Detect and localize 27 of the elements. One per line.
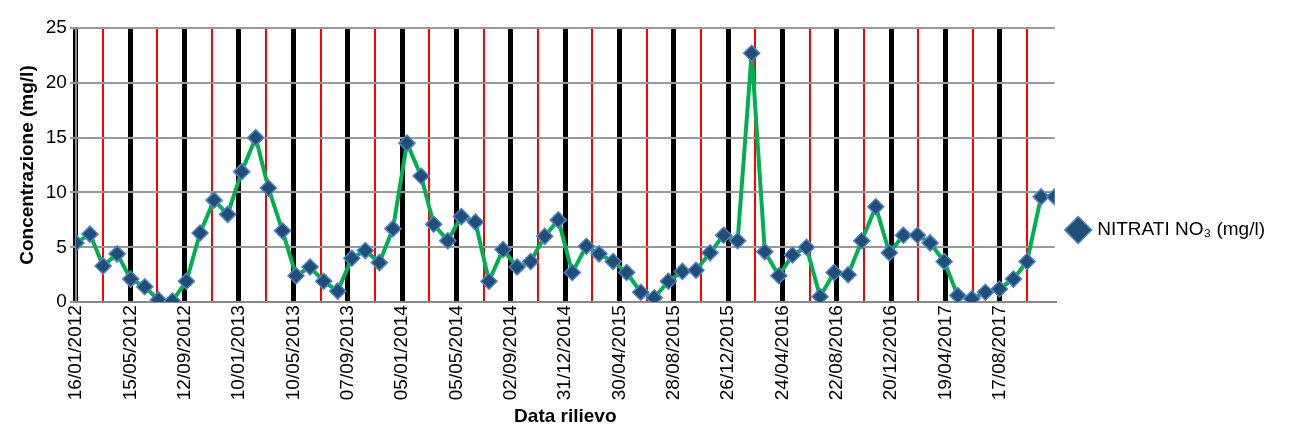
x-tick-label: 26/12/2015 [716,305,738,401]
legend-label: NITRATI NO₃ (mg/l) [1097,218,1266,240]
x-tick-label: 22/08/2016 [825,305,847,401]
x-tick-label: 16/01/2012 [64,305,86,401]
x-tick-label: 02/09/2014 [498,304,520,401]
y-tick-label: 25 [45,16,67,38]
y-tick-label: 5 [56,235,67,257]
x-tick-label: 10/05/2013 [281,305,303,401]
x-tick-label: 31/12/2014 [553,304,575,401]
x-tick-label: 30/04/2015 [607,305,629,401]
y-tick-label: 0 [56,290,67,312]
x-tick-label: 17/08/2017 [988,305,1010,401]
y-axis-title: Concentrazione (mg/l) [15,65,37,265]
x-tick-label: 28/08/2015 [662,305,684,401]
x-tick-label: 20/12/2016 [879,305,901,401]
x-tick-label: 19/04/2017 [933,305,955,401]
y-tick-label: 15 [45,125,67,147]
x-tick-label: 24/04/2016 [770,305,792,401]
y-tick-label: 20 [45,71,67,93]
y-tick-label: 10 [45,180,67,202]
x-tick-label: 07/09/2013 [335,305,357,401]
x-tick-label: 12/09/2012 [172,305,194,401]
x-tick-label: 05/05/2014 [444,304,466,401]
x-tick-label: 10/01/2013 [227,305,249,401]
x-axis-title: Data rilievo [514,404,617,426]
x-tick-label: 15/05/2012 [118,305,140,401]
x-tick-label: 05/01/2014 [390,304,412,401]
